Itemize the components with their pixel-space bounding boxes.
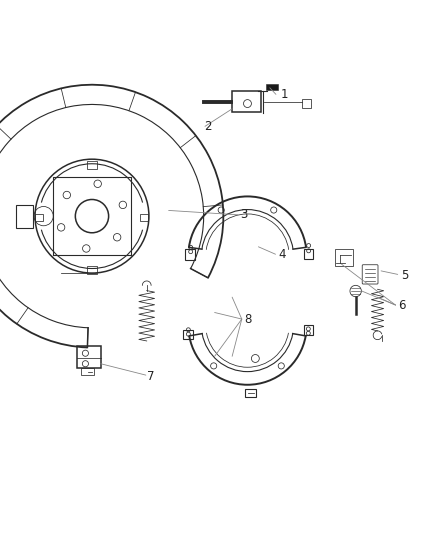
Text: 6: 6 bbox=[399, 298, 406, 312]
Text: 5: 5 bbox=[401, 269, 408, 282]
Text: 7: 7 bbox=[147, 370, 154, 383]
Text: 4: 4 bbox=[278, 248, 286, 261]
Text: 1: 1 bbox=[280, 88, 288, 101]
Text: 2: 2 bbox=[204, 120, 211, 133]
FancyBboxPatch shape bbox=[266, 84, 278, 90]
Text: 8: 8 bbox=[244, 313, 252, 326]
Text: 3: 3 bbox=[240, 208, 247, 221]
